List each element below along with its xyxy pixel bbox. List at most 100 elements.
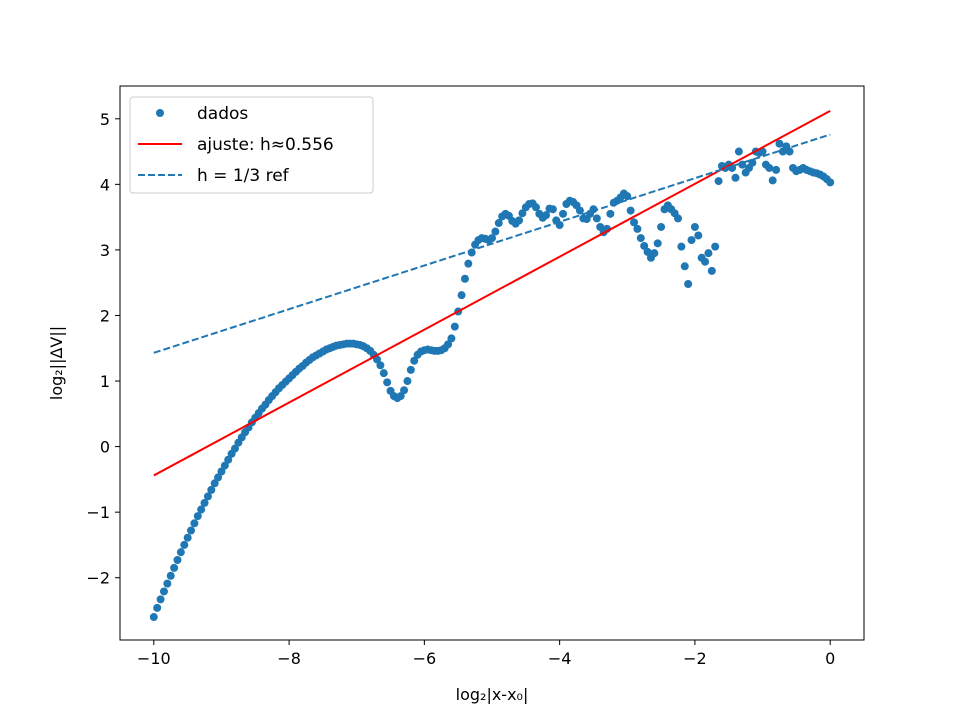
data-point [694, 231, 703, 240]
data-point [677, 242, 686, 251]
x-tick-label: −4 [548, 649, 572, 668]
data-point [383, 378, 392, 387]
legend: dados ajuste: h≈0.556 h = 1/3 ref [129, 96, 374, 194]
data-point [680, 262, 689, 271]
data-point [153, 603, 162, 612]
data-point [684, 279, 693, 288]
data-point [203, 492, 212, 501]
data-point [149, 613, 158, 622]
data-point [180, 540, 189, 549]
data-point [734, 147, 743, 156]
y-tick-label: −2 [86, 569, 110, 588]
data-point [531, 203, 540, 212]
data-point [457, 291, 466, 300]
y-axis-label: log₂||ΔV|| [47, 326, 66, 400]
data-point [183, 533, 192, 542]
data-point [217, 467, 226, 476]
data-point [657, 222, 666, 231]
data-point [396, 392, 405, 401]
data-point [515, 216, 524, 225]
data-point [630, 218, 639, 227]
y-tick-label: −1 [86, 503, 110, 522]
data-point [731, 173, 740, 182]
data-point [190, 519, 199, 528]
data-point [674, 214, 682, 223]
data-point [166, 571, 175, 580]
data-point [156, 595, 165, 604]
data-point [765, 163, 774, 172]
data-point [170, 563, 179, 572]
series-layer [149, 110, 835, 622]
data-point [518, 209, 527, 218]
data-point [687, 236, 696, 245]
data-point [548, 205, 557, 214]
reference-line [153, 133, 831, 354]
data-point [636, 234, 645, 243]
data-point [650, 249, 659, 258]
data-point [410, 356, 419, 365]
data-point [606, 209, 615, 218]
data-point [826, 178, 835, 187]
x-axis-ticks: −10 −8 −6 −4 −2 0 [137, 640, 835, 668]
data-point [623, 192, 632, 201]
data-point [447, 334, 456, 343]
x-tick-label: 0 [825, 649, 835, 668]
data-point [633, 224, 642, 233]
data-point [200, 498, 209, 507]
data-point [785, 147, 794, 156]
y-axis-ticks: −2 −1 0 1 2 3 4 5 [86, 110, 120, 588]
data-point [159, 587, 168, 596]
data-point [214, 473, 223, 482]
x-tick-label: −2 [683, 649, 707, 668]
data-point [220, 461, 229, 470]
y-tick-label: 5 [100, 110, 110, 129]
legend-label-ajuste: ajuste: h≈0.556 [197, 135, 334, 155]
data-point [460, 274, 469, 283]
legend-label-ref: h = 1/3 ref [197, 166, 290, 186]
data-point [207, 485, 216, 494]
x-tick-label: −8 [277, 649, 301, 668]
data-point [163, 579, 172, 588]
data-point [711, 242, 720, 251]
y-tick-label: 4 [100, 175, 110, 194]
data-point [400, 386, 409, 395]
axes-frame [119, 85, 865, 641]
data-point [653, 239, 662, 248]
data-point [768, 176, 777, 185]
data-point [775, 139, 784, 148]
data-point [559, 209, 568, 218]
data-point [542, 211, 551, 220]
data-point [224, 455, 233, 464]
data-point [643, 247, 652, 256]
data-point [464, 259, 473, 268]
data-point [450, 322, 459, 331]
x-tick-label: −10 [137, 649, 171, 668]
data-point [197, 505, 206, 514]
y-tick-label: 2 [100, 306, 110, 325]
y-tick-label: 0 [100, 438, 110, 457]
data-point [690, 222, 699, 231]
data-point [210, 479, 219, 488]
data-point [173, 556, 182, 565]
data-point [403, 377, 412, 386]
data-point [640, 241, 649, 250]
data-point [373, 355, 382, 364]
legend-box [129, 96, 374, 194]
data-point [193, 512, 202, 521]
data-point [494, 219, 503, 228]
data-point [491, 227, 500, 236]
x-tick-label: −6 [413, 649, 437, 668]
data-point [187, 526, 196, 535]
y-tick-label: 1 [100, 372, 110, 391]
data-point [488, 234, 496, 243]
data-point [714, 177, 723, 186]
data-point [626, 206, 635, 215]
data-point [772, 165, 781, 174]
data-point [444, 340, 453, 349]
x-axis-label: log₂|x-x₀| [456, 685, 529, 704]
data-point [176, 548, 185, 557]
data-point [575, 206, 584, 215]
legend-label-dados: dados [197, 104, 248, 124]
data-point [707, 266, 716, 275]
